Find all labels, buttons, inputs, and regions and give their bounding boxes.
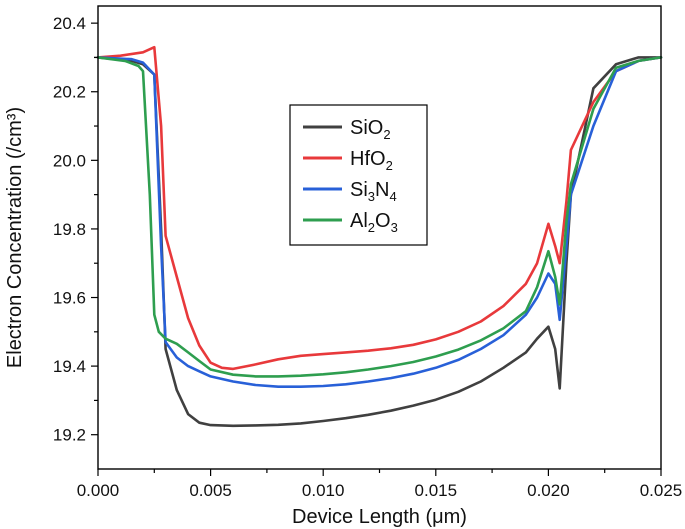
x-axis-title: Device Length (μm) — [292, 506, 467, 528]
series-layer — [96, 45, 663, 428]
y-tick-label: 19.6 — [53, 289, 86, 308]
x-tick-label: 0.025 — [640, 481, 683, 500]
legend-label-al2o3: Al2O3 — [350, 210, 398, 235]
x-tick-label: 0.015 — [415, 481, 458, 500]
series-line-al2o3 — [96, 56, 663, 378]
legend-text-part: O — [375, 210, 391, 232]
x-tick-label: 0.010 — [302, 481, 345, 500]
y-axis-title: Electron Concentration (/cm³) — [4, 107, 26, 368]
y-ticks: 19.2 19.4 19.6 19.8 20.0 20.2 20.4 — [53, 14, 98, 445]
legend-text-part: 2 — [368, 220, 375, 235]
legend-text-part: HfO — [350, 148, 386, 170]
x-tick-label: 0.005 — [189, 481, 232, 500]
legend-label-hfo2: HfO2 — [350, 148, 393, 173]
x-tick-label: 0.020 — [527, 481, 570, 500]
y-tick-label: 20.2 — [53, 83, 86, 102]
legend-text-part: 3 — [391, 220, 398, 235]
x-ticks: 0.000 0.005 0.010 0.015 0.020 0.025 — [77, 469, 683, 500]
legend-text-part: 3 — [368, 189, 375, 204]
y-tick-label: 19.2 — [53, 426, 86, 445]
x-tick-label: 0.000 — [77, 481, 120, 500]
legend-text-part: 4 — [389, 189, 396, 204]
legend-text-part: 2 — [383, 127, 390, 142]
legend-text-part: 2 — [386, 158, 393, 173]
series-line-sio2 — [96, 56, 663, 428]
y-tick-label: 19.4 — [53, 357, 86, 376]
series-line-si3n4 — [96, 56, 663, 389]
y-tick-label: 20.4 — [53, 14, 86, 33]
y-tick-label: 19.8 — [53, 220, 86, 239]
legend-text-part: SiO — [350, 117, 383, 139]
legend-label-si3n4: Si3N4 — [350, 179, 397, 204]
y-tick-label: 20.0 — [53, 151, 86, 170]
legend-label-sio2: SiO2 — [350, 117, 391, 142]
legend-text-part: Si — [350, 179, 368, 201]
legend-text-part: N — [375, 179, 389, 201]
legend-text-part: Al — [350, 210, 368, 232]
series-line-hfo2 — [96, 45, 663, 371]
